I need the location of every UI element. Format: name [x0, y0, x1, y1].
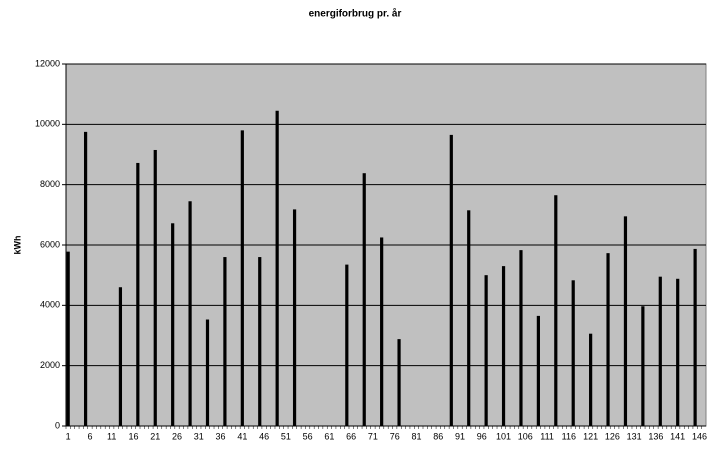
bar: [676, 278, 680, 426]
bar: [536, 315, 540, 426]
x-tick-label: 11: [107, 431, 116, 441]
x-tick-label: 66: [346, 431, 356, 441]
x-tick-label: 141: [670, 431, 685, 441]
y-tick-label: 2000: [40, 360, 60, 370]
x-tick-label: 56: [303, 431, 313, 441]
bar: [136, 162, 140, 427]
bar: [449, 134, 453, 426]
x-tick-label: 116: [562, 431, 576, 441]
bar: [658, 276, 662, 426]
x-tick-label: 126: [605, 431, 620, 441]
bar: [83, 131, 88, 426]
x-tick-label: 136: [648, 431, 663, 441]
bar: [623, 216, 628, 426]
x-tick-label: 86: [433, 431, 443, 441]
bar: [118, 287, 123, 426]
y-tick-label: 4000: [40, 300, 60, 310]
bar: [171, 223, 175, 426]
bar: [554, 195, 558, 426]
y-tick-label: 8000: [40, 179, 60, 189]
bar: [571, 280, 575, 426]
bar: [223, 257, 227, 426]
x-tick-label: 146: [692, 431, 707, 441]
x-tick-label: 91: [455, 431, 465, 441]
x-tick-label: 6: [87, 431, 92, 441]
x-tick-label: 16: [128, 431, 138, 441]
bar: [397, 339, 401, 426]
bar: [693, 248, 697, 426]
x-tick-label: 51: [281, 431, 291, 441]
x-tick-label: 61: [324, 431, 334, 441]
bar: [362, 173, 366, 426]
x-tick-label: 111: [540, 431, 554, 441]
bar: [240, 130, 244, 426]
bar: [519, 250, 523, 426]
bar: [606, 253, 610, 426]
x-tick-label: 21: [150, 431, 160, 441]
bar: [66, 251, 70, 426]
y-tick-label: 6000: [40, 239, 60, 249]
x-tick-label: 71: [368, 431, 378, 441]
x-tick-label: 106: [518, 431, 533, 441]
x-tick-label: 31: [194, 431, 204, 441]
x-tick-label: 26: [172, 431, 182, 441]
bar: [484, 275, 488, 426]
chart-title: energiforbrug pr. år: [309, 8, 402, 20]
x-tick-label: 46: [259, 431, 269, 441]
bar: [501, 266, 506, 426]
x-tick-label: 101: [496, 431, 511, 441]
bar: [188, 201, 192, 426]
x-tick-label: 121: [583, 431, 598, 441]
x-tick-label: 81: [411, 431, 421, 441]
bar: [258, 257, 262, 426]
bar: [275, 110, 279, 426]
bar: [380, 237, 384, 426]
x-tick-label: 41: [237, 431, 247, 441]
x-tick-label: 1: [66, 431, 71, 441]
y-axis-label: kWh: [12, 236, 22, 255]
y-tick-label: 12000: [35, 58, 60, 68]
x-tick-label: 131: [627, 431, 642, 441]
bar: [589, 333, 593, 426]
x-tick-label: 36: [216, 431, 226, 441]
y-tick-label: 0: [55, 420, 60, 430]
bar: [205, 319, 210, 426]
bar: [153, 149, 157, 426]
bar: [641, 306, 645, 426]
bar: [467, 210, 471, 426]
x-tick-label: 96: [477, 431, 487, 441]
x-tick-label: 76: [390, 431, 400, 441]
bar: [292, 209, 297, 426]
bar: [345, 264, 349, 426]
y-tick-label: 10000: [35, 119, 60, 129]
